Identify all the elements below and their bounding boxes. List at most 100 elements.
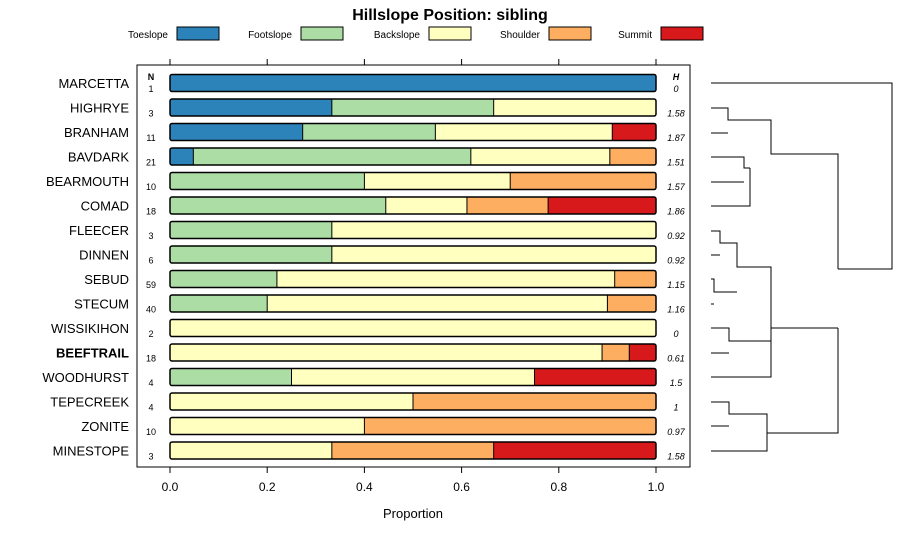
bar-segment-footslope [170,246,332,263]
n-value: 3 [148,231,153,241]
category-label: BAVDARK [68,150,129,165]
n-value: 3 [148,452,153,462]
h-value: 0 [673,329,678,339]
bar-segment-summit [629,344,656,361]
bar-segment-shoulder [609,148,656,165]
bar-segment-backslope [170,442,332,459]
bar-segment-shoulder [364,417,656,435]
bar-segment-backslope [331,221,656,239]
h-value: 1.5 [670,378,684,388]
dendrogram-branch [711,230,838,329]
bar-outline [169,147,657,166]
bar-segment-shoulder [607,295,656,312]
h-header: H [673,72,680,82]
n-value: 4 [148,403,153,413]
category-label: HIGHRYE [70,101,129,116]
x-tick-label: 0.2 [259,480,276,494]
bar-outline [169,245,657,264]
h-value: 1.58 [667,109,685,119]
bar-segment-backslope [470,148,610,165]
x-tick-label: 0.8 [550,480,567,494]
bar-segment-backslope [276,270,615,288]
h-value: 1.15 [667,280,686,290]
bar-segment-shoulder [510,172,656,190]
n-value: 40 [146,305,156,315]
legend-label-shoulder: Shoulder [500,30,541,41]
bar-outline [169,171,657,191]
dendrogram-branch [711,82,893,270]
h-value: 1.51 [667,158,685,168]
dendrogram-branch [711,107,839,269]
n-value: 10 [146,427,156,437]
n-value: 4 [148,378,153,388]
legend-label-backslope: Backslope [374,30,421,41]
bar-segment-backslope [493,99,656,116]
x-tick-label: 1.0 [648,480,665,494]
bar-segment-toeslope [170,74,656,92]
n-value: 10 [146,182,156,192]
bar-outline [169,196,657,215]
bar-segment-backslope [170,417,365,435]
bar-outline [169,98,657,117]
n-value: 3 [148,109,153,119]
bar-segment-toeslope [170,99,332,116]
bar-segment-backslope [435,123,613,141]
bar-segment-footslope [170,221,332,239]
h-value: 0.92 [667,231,685,241]
bar-segment-footslope [170,368,292,386]
n-value: 1 [148,84,153,94]
h-value: 0 [673,84,678,94]
bar-segment-summit [534,368,656,386]
category-label: MINESTOPE [53,444,130,459]
dendrogram-branch [711,327,771,342]
bar-segment-toeslope [170,123,303,141]
category-label: SEBUD [84,272,129,287]
bar-segment-shoulder [602,344,630,361]
n-value: 2 [148,329,153,339]
dendrogram-branch [711,156,750,169]
x-tick-label: 0.6 [453,480,470,494]
bar-outline [169,122,657,142]
n-value: 6 [148,256,153,266]
bar-outline [169,294,657,313]
legend-swatch-backslope [428,26,472,41]
bar-segment-shoulder [413,393,656,410]
bar-outline [169,441,657,460]
chart-title: Hillslope Position: sibling [352,7,548,24]
x-tick-label: 0.4 [356,480,373,494]
dendrogram-branch [711,308,772,378]
h-value: 1 [673,403,678,413]
legend-swatch-footslope [300,26,344,41]
category-label: COMAD [81,199,129,214]
bar-segment-footslope [193,148,471,165]
h-value: 1.58 [667,452,685,462]
dendrogram-branch [711,414,768,452]
bar-segment-backslope [170,319,656,337]
category-label: STECUM [74,297,129,312]
h-value: 0.61 [667,354,685,364]
bar-segment-backslope [170,393,413,410]
category-label: BEARMOUTH [46,174,129,189]
bar-segment-summit [612,123,656,141]
bar-segment-footslope [170,295,268,312]
bar-segment-footslope [331,99,494,116]
bar-outline [169,220,657,240]
legend-swatch-summit [660,26,704,41]
x-axis: 0.0 0.2 0.4 0.6 0.8 1.0 [162,59,665,494]
category-label: WOODHURST [42,370,129,385]
bar-segment-summit [548,197,656,214]
bar-outline [169,392,657,411]
bar-segment-shoulder [614,270,656,288]
x-axis-label: Proportion [383,506,443,521]
legend: Toeslope Footslope Backslope Shoulder Summit [128,26,704,41]
h-value: 0.92 [667,256,685,266]
dendrogram-branch [711,278,737,293]
bar-segment-backslope [267,295,608,312]
n-value: 21 [146,158,156,168]
dendrogram-branch [711,328,839,434]
dendrogram [711,82,893,452]
category-label: WISSIKIHON [51,321,129,336]
category-label: MARCETTA [58,76,129,91]
